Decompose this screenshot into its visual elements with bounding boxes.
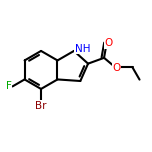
Text: O: O xyxy=(112,64,121,73)
Text: F: F xyxy=(6,81,11,92)
Text: Br: Br xyxy=(35,101,47,111)
Text: O: O xyxy=(105,38,113,48)
Text: NH: NH xyxy=(75,44,90,54)
